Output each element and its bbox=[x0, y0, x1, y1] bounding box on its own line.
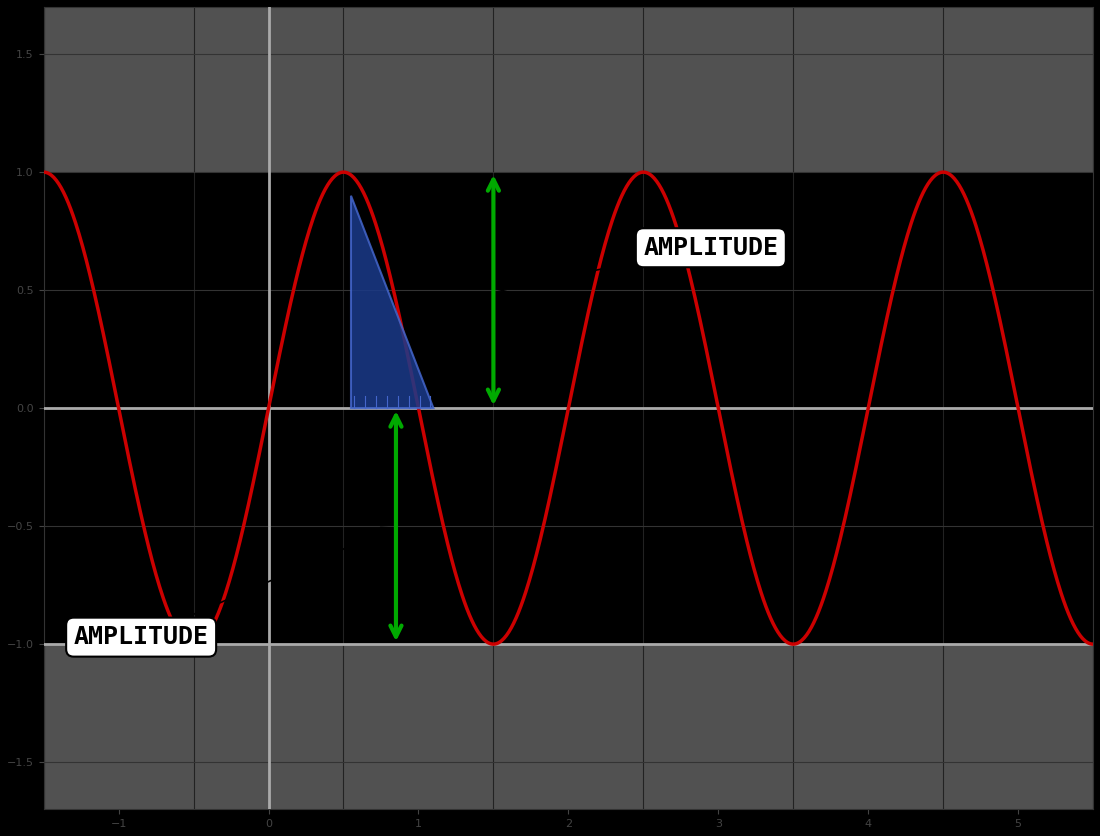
Bar bbox=[44, 644, 1093, 809]
Text: AMPLITUDE: AMPLITUDE bbox=[498, 236, 779, 293]
Text: AMPLITUDE: AMPLITUDE bbox=[74, 528, 392, 649]
Polygon shape bbox=[351, 196, 433, 408]
Bar bbox=[44, 7, 1093, 172]
